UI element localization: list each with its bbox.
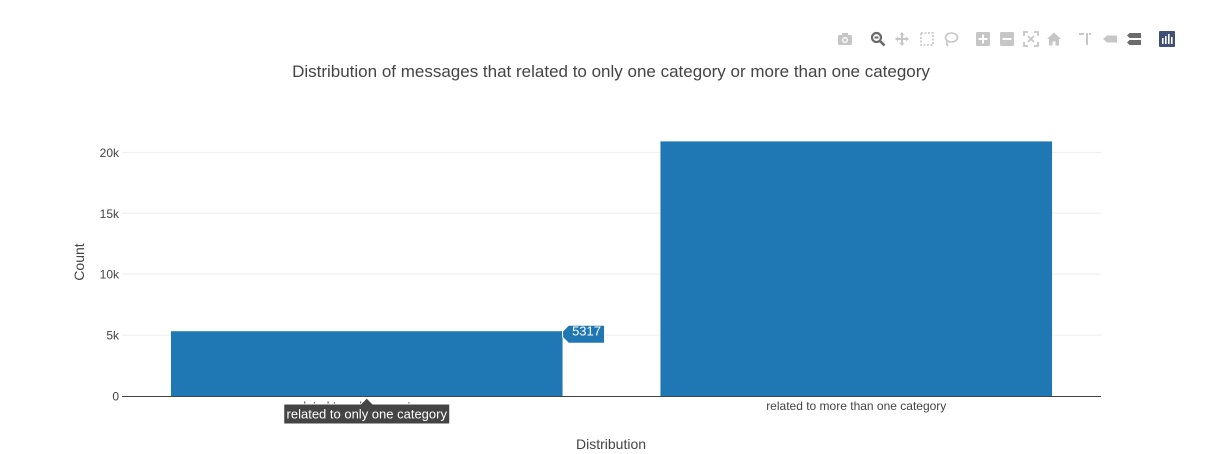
- x-axis-title: Distribution: [576, 436, 646, 452]
- zoom-in-icon[interactable]: [974, 30, 992, 48]
- y-axis-tick-labels: 0 5k 10k 15k 20k: [100, 146, 120, 404]
- box-select-icon[interactable]: [918, 30, 936, 48]
- bar[interactable]: [170, 331, 563, 396]
- y-tick-label: 15k: [100, 207, 120, 221]
- home-icon[interactable]: [1045, 30, 1063, 48]
- hover-labels: 5317 related to only one category: [283, 324, 606, 425]
- plotly-logo-icon[interactable]: [1158, 30, 1176, 48]
- y-axis-title: Count: [71, 243, 87, 280]
- autoscale-icon[interactable]: [1022, 30, 1040, 48]
- pan-icon[interactable]: [893, 30, 911, 48]
- bar[interactable]: [660, 141, 1053, 396]
- y-tick-label: 0: [112, 390, 119, 404]
- x-tick-label: related to more than one category: [766, 399, 946, 413]
- hover-compare-icon[interactable]: [1125, 30, 1143, 48]
- y-tick-label: 10k: [100, 268, 120, 282]
- spike-lines-icon[interactable]: [1076, 30, 1094, 48]
- hover-category-label: related to only one category: [287, 407, 448, 422]
- y-tick-label: 20k: [100, 146, 120, 160]
- y-tick-label: 5k: [106, 329, 120, 343]
- hover-value-box: [562, 324, 606, 344]
- hover-closest-icon[interactable]: [1101, 30, 1119, 48]
- hover-value-label: 5317: [572, 324, 601, 339]
- zoom-icon[interactable]: [869, 30, 887, 48]
- zoom-out-icon[interactable]: [998, 30, 1016, 48]
- chart-title: Distribution of messages that related to…: [292, 62, 930, 81]
- camera-icon[interactable]: [836, 30, 854, 48]
- lasso-select-icon[interactable]: [942, 30, 960, 48]
- hover-category-box: [283, 397, 451, 425]
- bars: [170, 141, 1053, 396]
